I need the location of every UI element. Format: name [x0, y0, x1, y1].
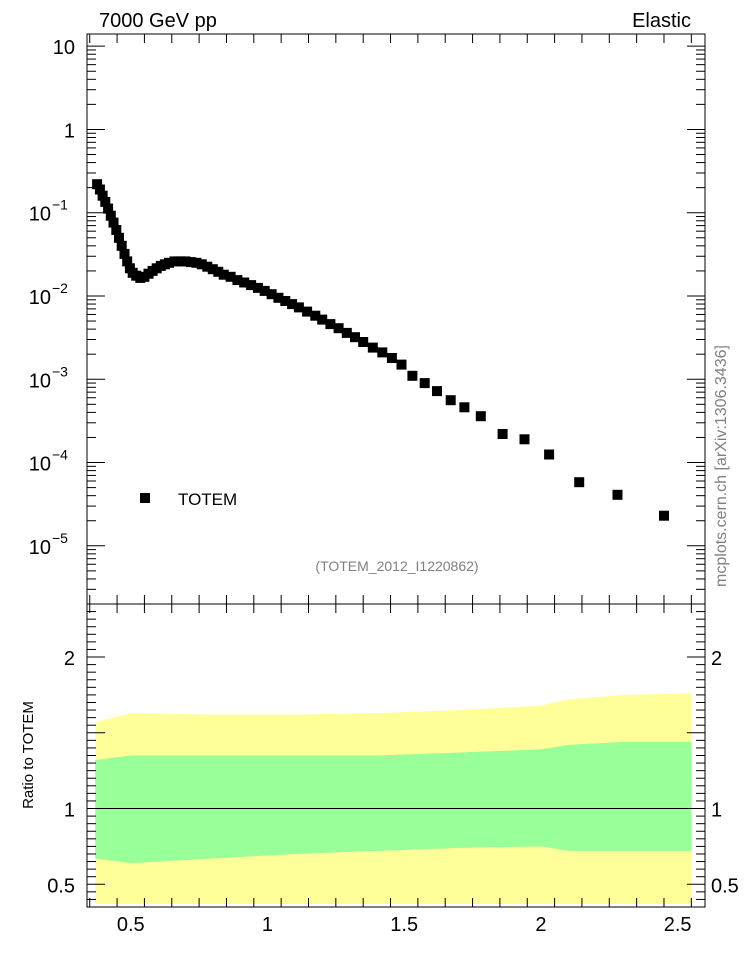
data-point	[164, 257, 174, 268]
data-point	[259, 285, 270, 296]
x-tick-label: 2	[535, 914, 546, 936]
y-tick-label: 1	[64, 120, 75, 142]
data-point	[519, 434, 530, 445]
data-point	[202, 261, 213, 272]
data-point	[310, 310, 321, 321]
data-point	[266, 289, 277, 300]
ratio-axis-title: Ratio to TOTEM	[20, 701, 37, 809]
data-point	[122, 256, 133, 267]
data-point	[574, 477, 585, 488]
data-point	[114, 232, 124, 243]
data-point	[341, 327, 352, 338]
data-point	[302, 306, 313, 317]
y-tick-exponent: −1	[52, 197, 68, 213]
y-tick-exponent: −2	[52, 280, 68, 296]
data-point	[185, 257, 196, 268]
y-tick-exponent: −3	[52, 363, 68, 379]
ratio-y-tick-label: 2	[64, 648, 75, 670]
data-point	[407, 370, 418, 381]
source-side-label: mcplots.cern.ch [arXiv:1306.3436]	[713, 345, 730, 587]
data-point	[280, 296, 291, 306]
ratio-y-tick-label: 0.5	[47, 875, 75, 897]
data-point	[293, 302, 304, 313]
data-point	[92, 179, 103, 190]
data-point	[659, 510, 669, 521]
data-point	[103, 203, 114, 214]
legend-marker	[140, 493, 150, 503]
data-point	[497, 429, 508, 439]
data-point	[246, 280, 257, 291]
data-point	[175, 256, 185, 267]
data-point	[196, 259, 207, 270]
data-point	[350, 332, 360, 343]
y-tick-label: 10	[29, 370, 51, 392]
data-point	[252, 282, 263, 293]
data-point	[358, 337, 369, 347]
y-tick-label: 10	[29, 204, 51, 226]
data-point	[377, 347, 388, 358]
ratio-y-tick-label-right: 2	[711, 648, 722, 670]
ratio-y-tick-label-right: 0.5	[711, 875, 739, 897]
data-point	[475, 411, 486, 422]
ratio-inner-band	[95, 741, 692, 864]
data-point	[105, 210, 116, 221]
data-point	[386, 353, 397, 363]
ratio-y-tick-label: 1	[64, 800, 75, 822]
y-tick-label: 10	[29, 454, 51, 476]
data-point	[333, 323, 344, 334]
x-tick-label: 1.5	[390, 914, 418, 936]
data-point	[396, 359, 407, 370]
data-point	[419, 378, 430, 389]
ratio-plot-panel: 0.5 1 1.5 2 2.5 0.5 0.5 1 1 2 2	[47, 603, 739, 936]
main-plot-frame	[86, 33, 706, 605]
y-tick-label: 10	[53, 37, 75, 59]
x-tick-label: 0.5	[117, 914, 145, 936]
header-right-label: Elastic	[632, 10, 691, 32]
data-point	[325, 319, 336, 330]
data-point	[459, 402, 470, 413]
analysis-tag: (TOTEM_2012_I1220862)	[315, 558, 478, 574]
x-tick-label: 1	[262, 914, 273, 936]
legend-entry-totem: TOTEM	[178, 490, 237, 509]
header-left-label: 7000 GeV pp	[99, 10, 217, 32]
data-point	[97, 190, 108, 201]
data-point	[94, 184, 105, 195]
data-point	[273, 292, 284, 303]
data-point	[445, 395, 456, 406]
y-tick-exponent: −5	[52, 530, 68, 546]
data-point	[100, 196, 111, 207]
data-point	[287, 299, 298, 310]
ratio-y-tick-label-right: 1	[711, 800, 722, 822]
data-point	[119, 248, 130, 259]
data-point	[544, 449, 555, 460]
data-point	[232, 275, 243, 286]
data-point	[239, 277, 250, 288]
data-point	[317, 314, 328, 325]
y-tick-label: 10	[29, 287, 51, 309]
data-point	[169, 256, 180, 267]
data-point	[108, 217, 119, 228]
data-point	[432, 386, 442, 397]
data-point	[218, 269, 229, 280]
data-point	[191, 257, 202, 268]
data-point	[225, 271, 236, 282]
data-point	[612, 489, 623, 500]
data-point	[111, 225, 122, 235]
data-point	[213, 266, 224, 277]
data-point	[367, 342, 378, 353]
data-point	[180, 256, 191, 267]
y-tick-label: 10	[29, 537, 51, 559]
data-point	[207, 264, 218, 275]
x-tick-label: 2.5	[664, 914, 692, 936]
y-tick-exponent: −4	[52, 447, 68, 463]
data-point	[116, 240, 127, 251]
